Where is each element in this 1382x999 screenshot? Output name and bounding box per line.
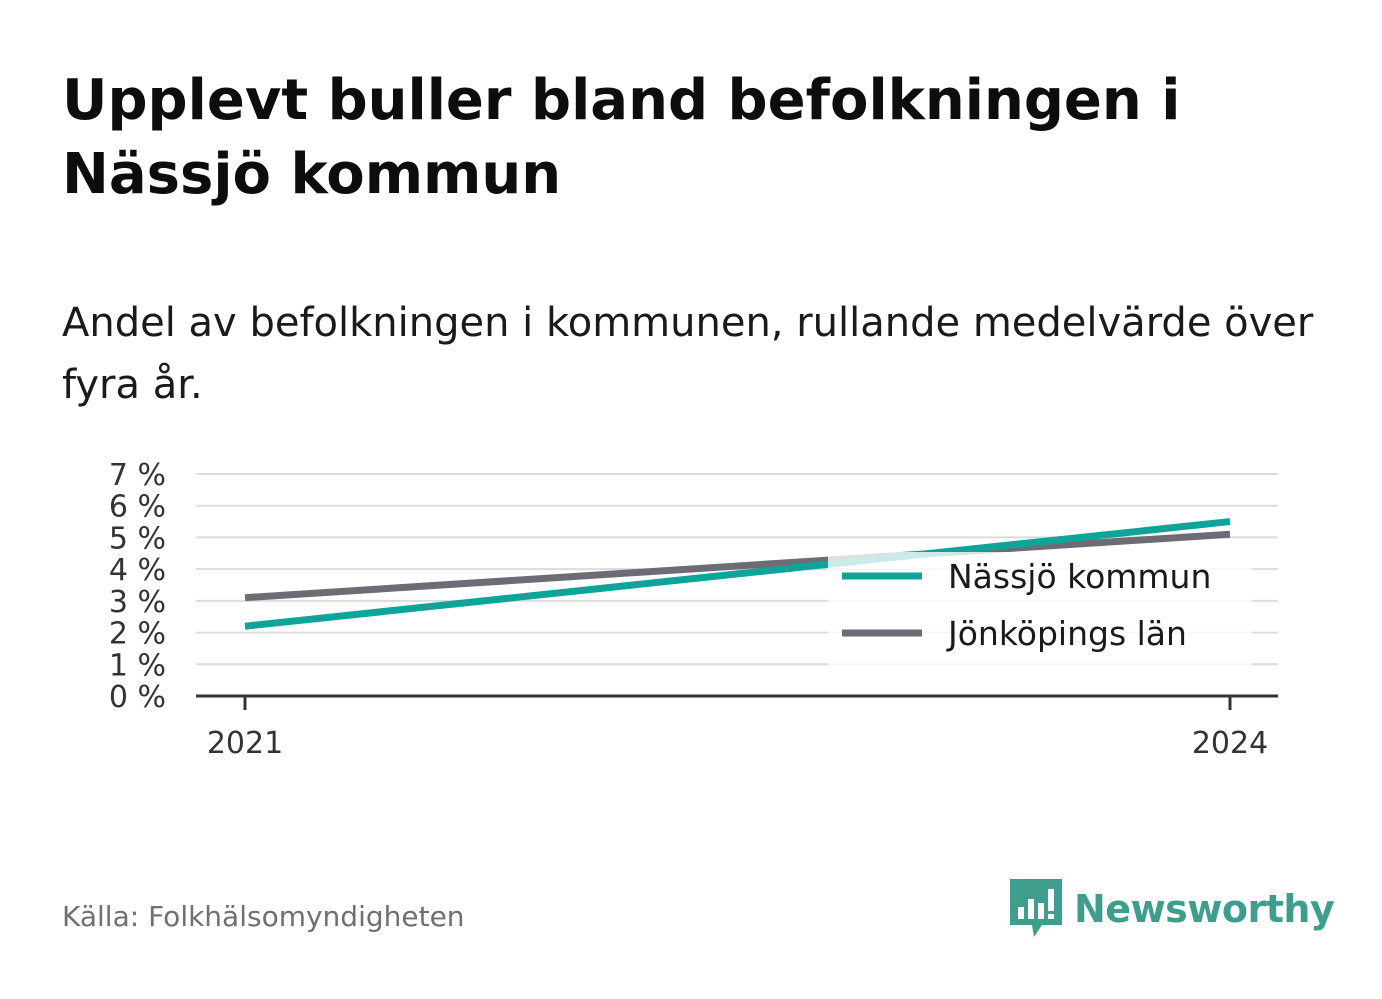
y-tick-label: 0 % [109,680,166,715]
legend: Nässjö kommun Jönköpings län [828,552,1252,672]
y-tick-label: 5 % [109,521,166,556]
y-tick-label: 1 % [109,648,166,683]
grid-lines [196,473,1278,666]
line-chart: 0 %1 %2 %3 %4 %5 %6 %7 % 2021 2024 Nässjö… [109,458,1278,761]
series-lines [244,518,1231,630]
x-tick-label: 2021 [207,726,283,761]
source-note: Källa: Folkhälsomyndigheten [62,900,465,933]
legend-background [828,552,1252,672]
x-axis: 2021 2024 [196,694,1278,761]
y-tick-label: 7 % [109,458,166,493]
series-line-jonkoping [244,530,1231,602]
legend-label-nassjo: Nässjö kommun [948,557,1211,596]
legend-label-jonkoping: Jönköpings län [946,614,1187,653]
bar-chart-speech-bubble-icon [1010,879,1062,937]
y-axis-ticks: 0 %1 %2 %3 %4 %5 %6 %7 % [109,458,166,715]
brand-logo: Newsworthy [1010,878,1335,940]
y-tick-label: 6 % [109,490,166,525]
y-tick-label: 3 % [109,585,166,620]
y-tick-label: 2 % [109,617,166,652]
brand-name: Newsworthy [1074,887,1335,931]
chart-title: Upplevt buller bland befolkningen i Näss… [62,68,1181,207]
series-line-nassjo [244,518,1231,630]
x-tick-label: 2024 [1192,726,1268,761]
chart-subtitle: Andel av befolkningen i kommunen, rullan… [62,300,1314,408]
y-tick-label: 4 % [109,553,166,588]
